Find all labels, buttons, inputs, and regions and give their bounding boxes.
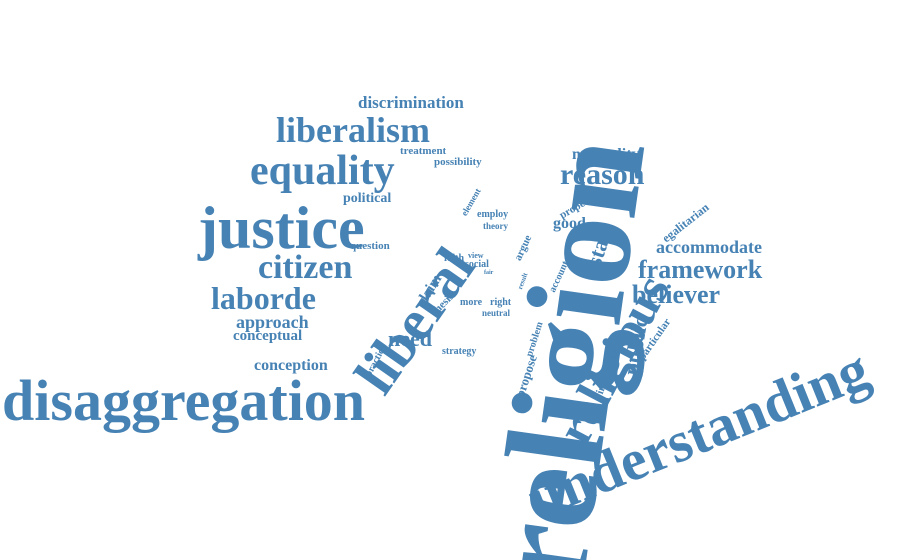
word-conception: conception: [254, 357, 328, 374]
word-view: view: [468, 251, 484, 260]
word-more: more: [460, 297, 483, 308]
word-framework: framework: [638, 255, 763, 284]
word-need: need: [388, 326, 432, 351]
word-laborde: laborde: [211, 280, 316, 316]
word-justice: justice: [198, 195, 365, 261]
word-citizen: citizen: [258, 249, 353, 286]
word-faith: faith: [444, 253, 464, 264]
word-disaggregation: disaggregation: [2, 368, 366, 433]
word-neutrality: neutrality: [572, 146, 640, 163]
word-equality: equality: [250, 148, 395, 194]
word-approach: approach: [236, 312, 309, 332]
word-right: right: [490, 297, 512, 308]
word-social: social: [465, 259, 489, 270]
word-treatment: treatment: [400, 145, 447, 157]
word-fair: fair: [484, 270, 494, 276]
word-theory: theory: [483, 221, 508, 231]
word-conceptual: conceptual: [233, 328, 303, 344]
word-reason: reason: [560, 158, 645, 191]
word-question: question: [350, 240, 390, 252]
word-accommodate: accommodate: [656, 237, 762, 257]
word-liberalism: liberalism: [276, 110, 430, 150]
word-employ: employ: [477, 209, 509, 220]
word-discrimination: discrimination: [358, 93, 464, 112]
word-believer: believer: [632, 280, 721, 309]
word-neutral: neutral: [482, 308, 510, 318]
word-possibility: possibility: [434, 156, 482, 168]
word-good: good: [553, 215, 586, 232]
word-strategy: strategy: [442, 346, 477, 357]
word-political: political: [343, 191, 392, 206]
